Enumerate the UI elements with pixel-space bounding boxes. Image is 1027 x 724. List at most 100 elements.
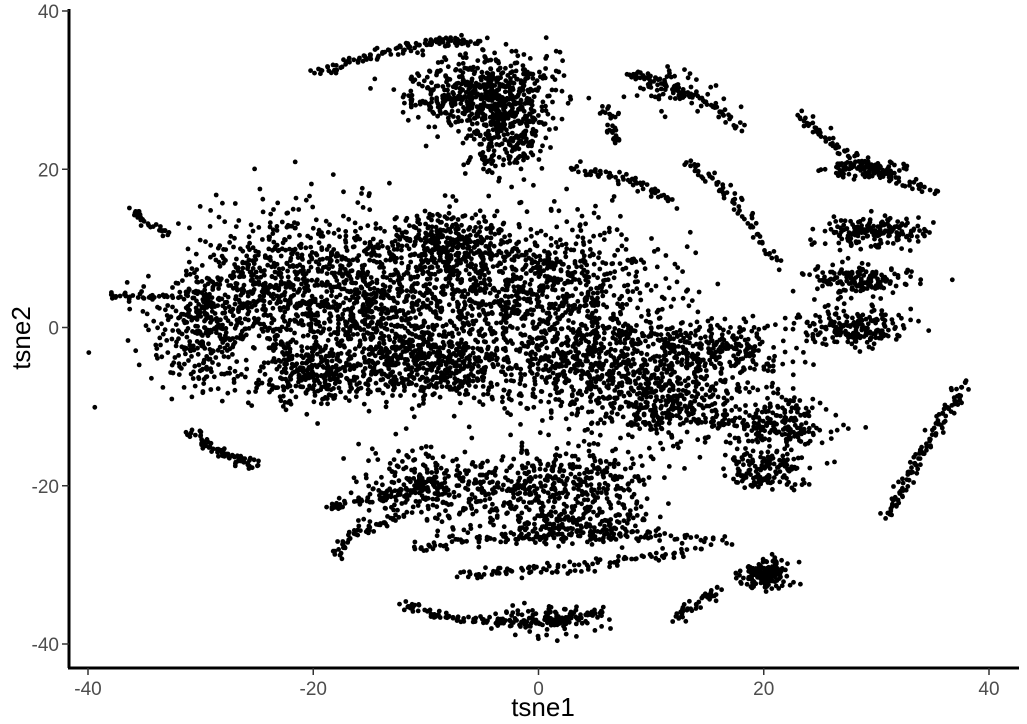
data-point bbox=[405, 117, 411, 123]
data-point bbox=[458, 340, 464, 345]
data-point bbox=[178, 294, 183, 300]
data-point bbox=[283, 247, 288, 253]
data-point bbox=[494, 382, 500, 387]
data-point bbox=[559, 363, 565, 369]
data-point bbox=[467, 117, 472, 122]
data-point bbox=[341, 286, 347, 292]
data-point bbox=[279, 324, 285, 330]
data-point bbox=[455, 314, 461, 320]
data-point bbox=[386, 288, 392, 293]
data-point bbox=[254, 299, 260, 305]
data-point bbox=[390, 393, 395, 398]
data-point bbox=[261, 364, 266, 370]
data-point bbox=[611, 313, 616, 319]
data-point bbox=[440, 323, 446, 329]
data-point bbox=[318, 330, 324, 336]
data-point bbox=[311, 334, 317, 340]
data-point bbox=[226, 354, 231, 360]
data-point bbox=[627, 297, 633, 303]
data-point bbox=[668, 304, 674, 309]
data-point bbox=[225, 318, 231, 324]
data-point bbox=[543, 35, 549, 41]
data-point bbox=[449, 291, 455, 297]
data-point bbox=[157, 335, 163, 341]
data-point bbox=[436, 361, 442, 367]
data-point bbox=[279, 219, 285, 225]
data-point bbox=[659, 306, 665, 312]
data-point bbox=[484, 351, 490, 357]
data-point bbox=[356, 290, 362, 295]
data-point bbox=[180, 278, 185, 283]
data-point bbox=[646, 312, 651, 318]
data-point bbox=[428, 91, 434, 97]
data-point bbox=[416, 403, 422, 408]
data-point bbox=[460, 61, 466, 66]
data-point bbox=[535, 366, 541, 371]
data-point bbox=[491, 339, 497, 344]
data-point bbox=[436, 332, 442, 338]
data-point bbox=[535, 361, 541, 367]
data-point bbox=[434, 381, 439, 386]
data-point bbox=[133, 348, 139, 354]
data-point bbox=[611, 194, 617, 199]
data-point bbox=[328, 250, 334, 256]
data-point bbox=[258, 274, 264, 280]
data-point bbox=[325, 304, 331, 310]
data-point bbox=[221, 354, 227, 359]
data-point bbox=[455, 115, 461, 120]
data-point bbox=[643, 338, 648, 344]
data-point bbox=[587, 394, 593, 400]
data-point bbox=[640, 333, 646, 339]
data-point bbox=[447, 204, 452, 210]
data-point bbox=[334, 294, 339, 300]
data-point bbox=[653, 283, 659, 289]
data-point bbox=[438, 308, 443, 314]
data-point bbox=[153, 352, 159, 358]
data-point bbox=[228, 321, 234, 327]
data-point bbox=[461, 343, 467, 349]
data-point bbox=[143, 323, 149, 329]
data-point bbox=[373, 329, 379, 335]
data-point bbox=[194, 309, 199, 315]
data-point bbox=[564, 186, 569, 192]
data-point bbox=[432, 124, 438, 130]
data-point bbox=[684, 244, 690, 250]
data-point bbox=[585, 269, 590, 275]
data-point bbox=[387, 337, 393, 343]
data-point bbox=[577, 388, 583, 394]
data-point bbox=[244, 253, 250, 259]
data-point bbox=[158, 342, 163, 348]
data-point bbox=[330, 353, 336, 359]
data-point bbox=[253, 280, 259, 286]
data-point bbox=[502, 303, 508, 309]
data-point bbox=[518, 276, 523, 282]
data-point bbox=[460, 289, 465, 294]
data-point bbox=[183, 268, 189, 274]
data-point bbox=[366, 360, 371, 365]
data-point bbox=[376, 387, 382, 393]
data-point bbox=[515, 311, 521, 316]
data-point bbox=[406, 310, 411, 316]
data-point bbox=[208, 366, 214, 372]
data-point bbox=[485, 346, 491, 352]
data-point bbox=[561, 369, 567, 374]
data-point bbox=[260, 196, 266, 202]
data-point bbox=[215, 386, 221, 392]
data-point bbox=[426, 383, 432, 388]
data-point bbox=[238, 287, 244, 292]
data-point bbox=[346, 262, 352, 268]
data-point bbox=[527, 281, 533, 287]
data-point bbox=[471, 136, 477, 142]
data-point bbox=[491, 152, 496, 158]
data-point bbox=[546, 305, 552, 311]
data-point bbox=[287, 349, 293, 355]
data-point bbox=[253, 389, 258, 394]
data-point bbox=[607, 341, 613, 347]
data-point bbox=[515, 470, 521, 476]
data-point bbox=[176, 353, 182, 358]
data-point bbox=[495, 96, 500, 102]
data-point bbox=[703, 392, 709, 398]
data-point bbox=[341, 300, 346, 306]
data-point bbox=[558, 267, 564, 273]
data-point bbox=[312, 377, 318, 383]
